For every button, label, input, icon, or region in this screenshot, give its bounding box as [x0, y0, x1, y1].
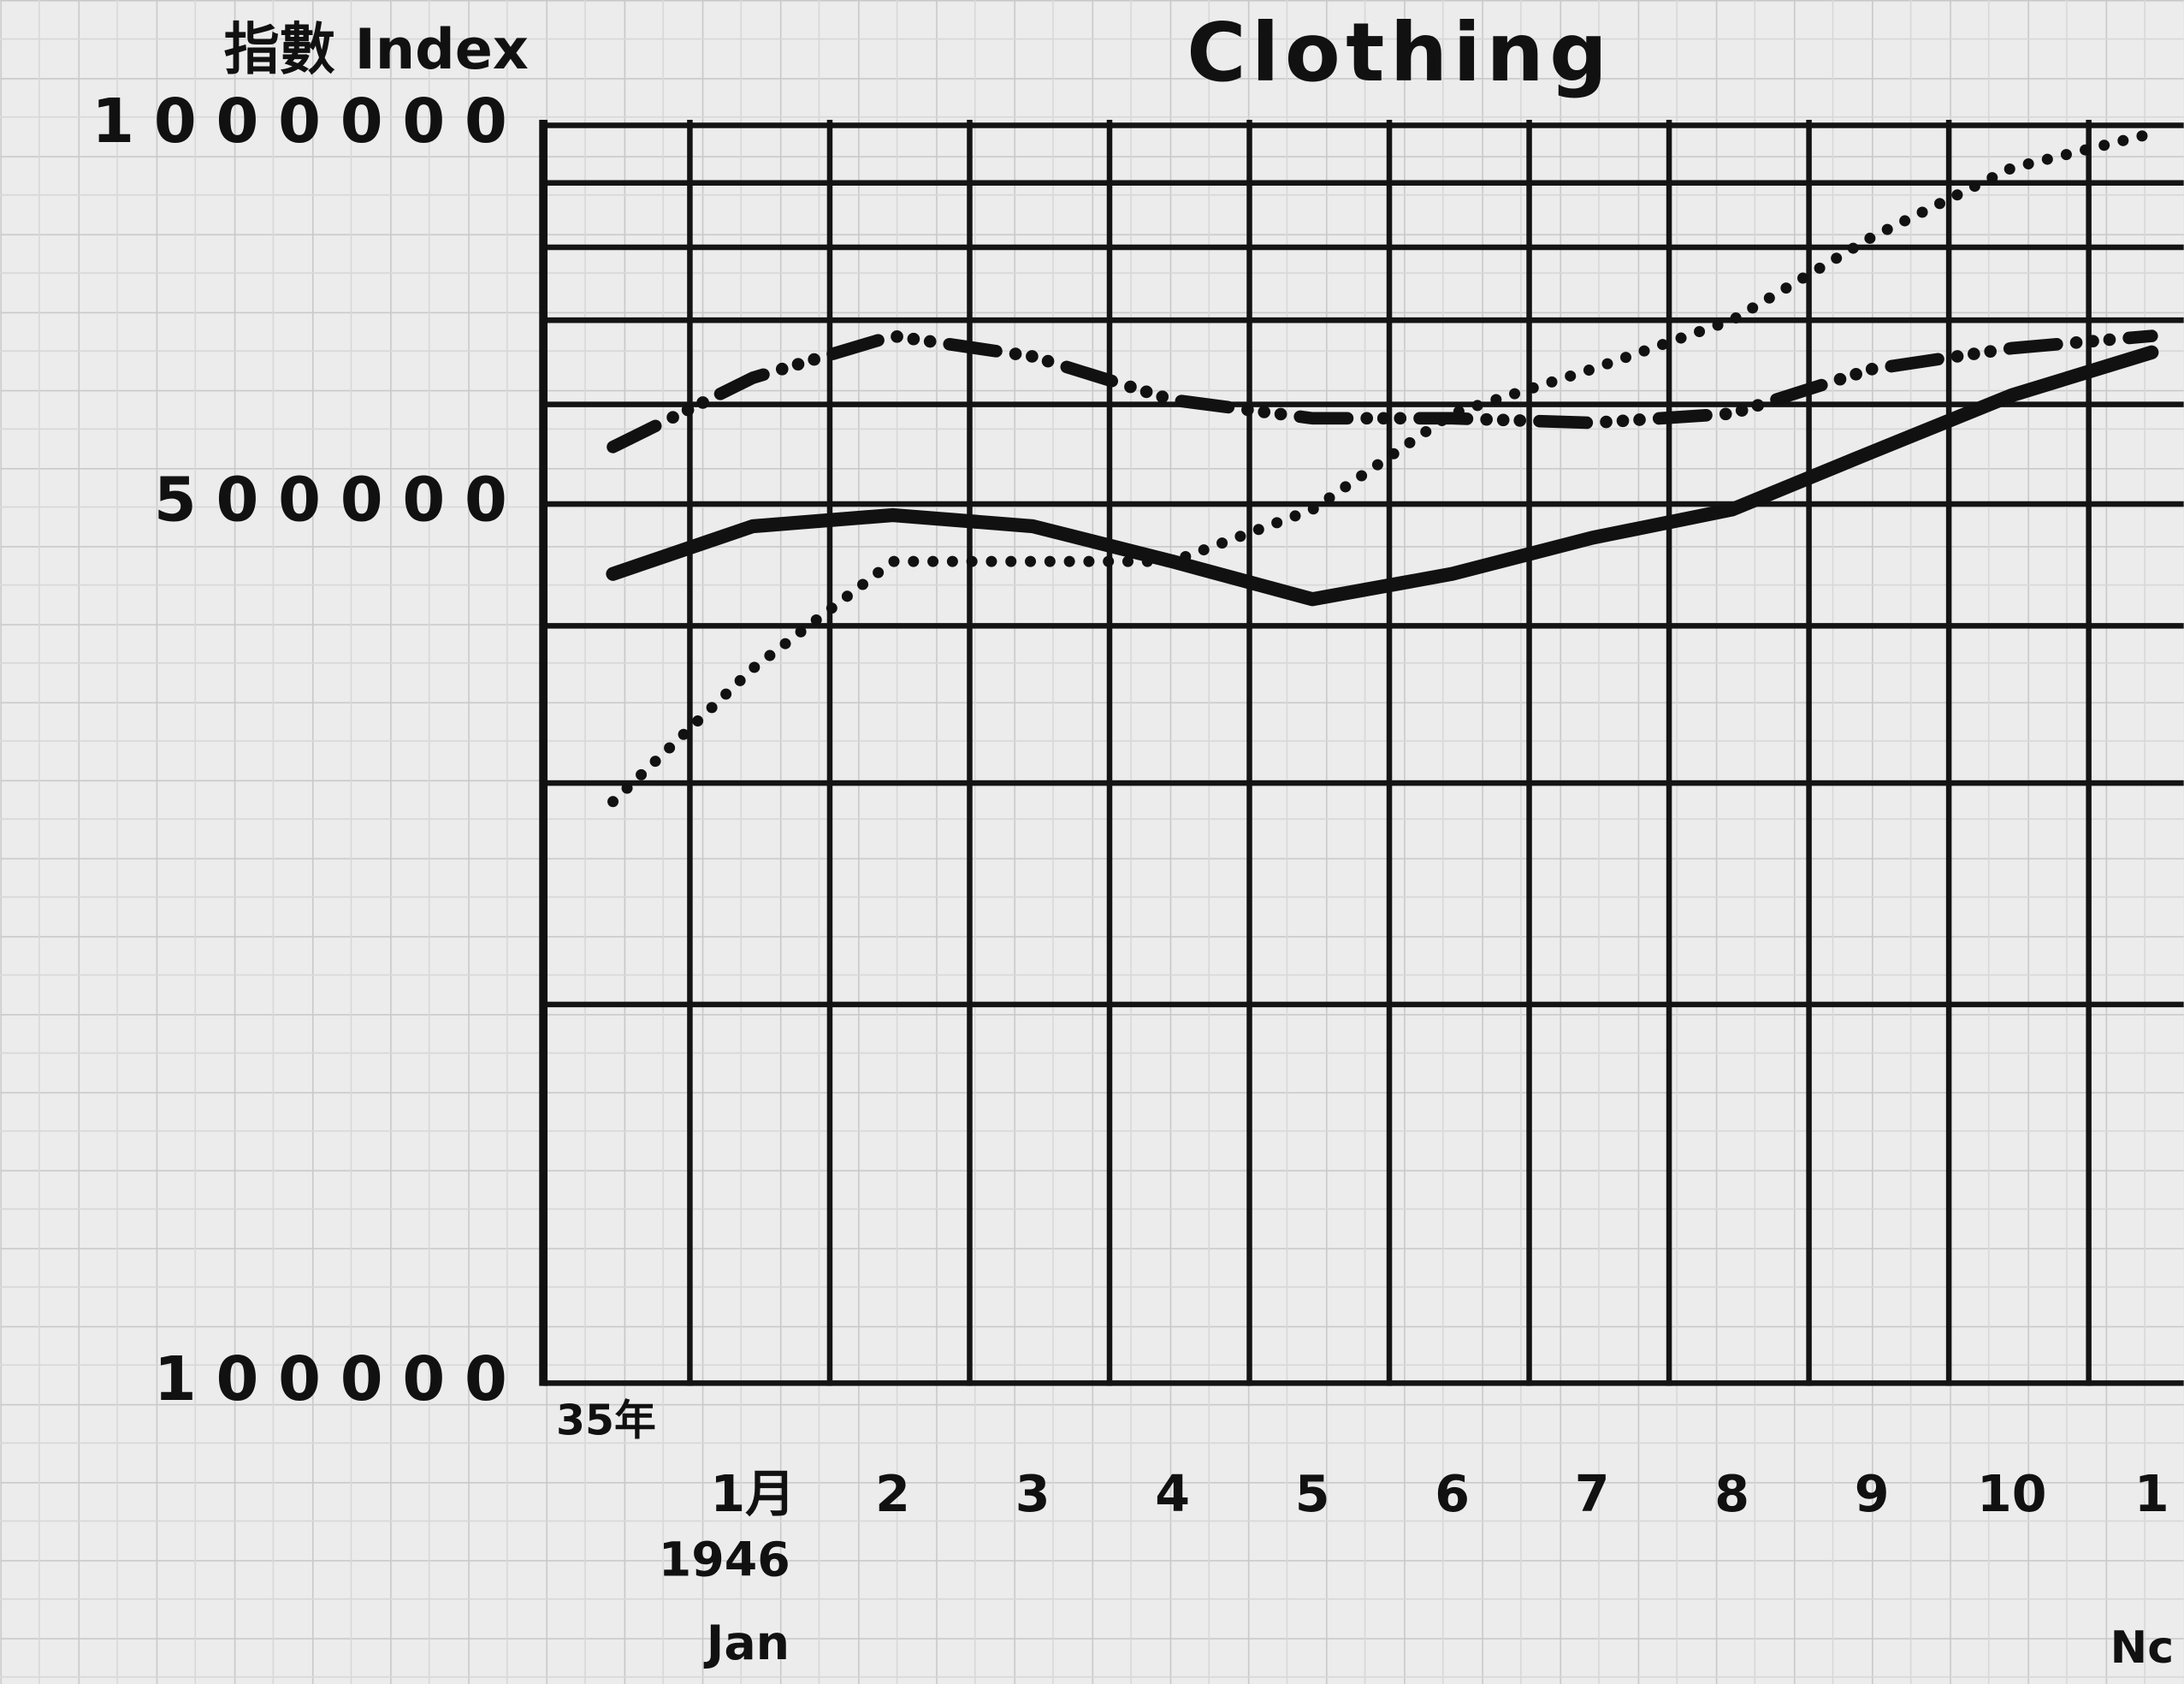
x-tick-label: 9 [1855, 1465, 1890, 1523]
start-month-label: Jan [703, 1616, 790, 1671]
series-line [606, 345, 2159, 607]
x-tick-label: 1 [2134, 1465, 2169, 1523]
year-label: 1946 [659, 1533, 790, 1588]
x-tick-label: 2 [875, 1465, 910, 1523]
x-tick-label: 1月 [710, 1465, 795, 1523]
x-tick-label: 6 [1435, 1465, 1470, 1523]
x-tick-label: 8 [1714, 1465, 1749, 1523]
x-tick-label: 7 [1575, 1465, 1610, 1523]
y-tick-label: 100000 [154, 1343, 527, 1414]
end-month-label: Nc [2110, 1622, 2174, 1674]
x-tick-label: 4 [1155, 1465, 1190, 1523]
y-tick-label: 500000 [154, 464, 527, 535]
x-tick-label: 35年 [556, 1396, 656, 1445]
y-tick-label: 1000000 [92, 86, 526, 157]
y-axis-label: 指數 Index [224, 18, 529, 82]
chart-title: Clothing [1187, 6, 1613, 100]
x-tick-label: 3 [1015, 1465, 1051, 1523]
x-tick-label: 10 [1977, 1465, 2047, 1523]
x-tick-label: 5 [1295, 1465, 1330, 1523]
series-line [607, 329, 2158, 454]
